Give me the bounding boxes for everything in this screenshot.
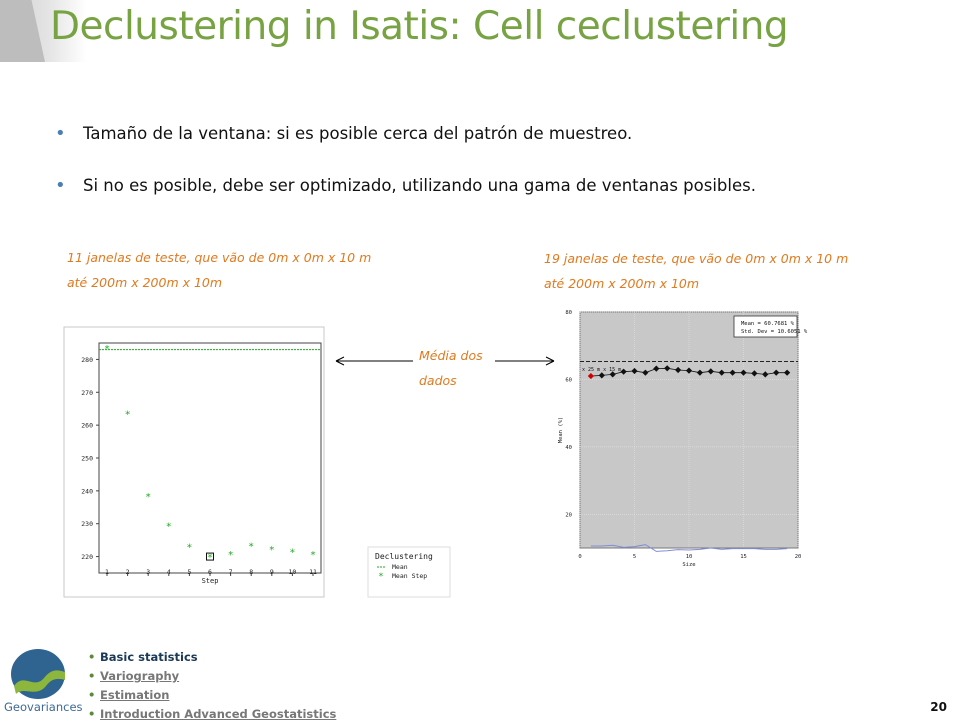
- footer-item-basic-statistics: Basic statistics: [88, 650, 336, 669]
- x-tick-label: 15: [740, 554, 747, 560]
- mean-step-point: *: [166, 521, 172, 532]
- mean-step-point: *: [125, 410, 131, 421]
- y-tick-label: 250: [81, 455, 93, 463]
- footer-item-estimation[interactable]: Estimation: [88, 688, 336, 707]
- x-tick-label: 3: [146, 568, 150, 576]
- media-label: Média dos dados: [419, 343, 483, 393]
- footer-item-variography[interactable]: Variography: [88, 669, 336, 688]
- x-tick-label: 5: [187, 568, 191, 576]
- right-chart-caption: 19 janelas de teste, que vão de 0m x 0m …: [544, 246, 848, 296]
- y-tick-label: 20: [565, 512, 572, 518]
- title-band: [0, 0, 960, 62]
- x-tick-label: 4: [167, 568, 171, 576]
- page-title: Declustering in Isatis: Cell ceclusterin…: [50, 4, 789, 49]
- x-tick-label: 10: [288, 568, 296, 576]
- legend-mean-step-label: Mean Step: [392, 572, 427, 580]
- mean-step-point: *: [248, 542, 254, 553]
- x-tick-label: 6: [208, 568, 212, 576]
- legend-title: Declustering: [375, 552, 433, 561]
- y-tick-label: 280: [81, 356, 93, 364]
- y-tick-label: 240: [81, 487, 93, 495]
- geovariances-logo-icon: [11, 649, 65, 699]
- x-axis-label: Size: [682, 562, 695, 568]
- x-tick-label: 9: [270, 568, 274, 576]
- left-chart-caption: 11 janelas de teste, que vão de 0m x 0m …: [67, 245, 371, 295]
- left-arrow-icon: [335, 356, 345, 366]
- bullet-list: Tamaño de la ventana: si es posible cerc…: [55, 123, 935, 228]
- mean-step-point: *: [310, 550, 316, 561]
- footer-link-label[interactable]: Introduction Advanced Geostatistics: [100, 707, 337, 721]
- x-tick-label: 7: [229, 568, 233, 576]
- bullet-item: Tamaño de la ventana: si es posible cerc…: [55, 123, 935, 144]
- footer-nav: Basic statistics Variography Estimation …: [88, 650, 336, 726]
- point-label: x 25 m x 15 m: [582, 367, 621, 373]
- selected-step-marker: [206, 552, 214, 561]
- mean-step-point: *: [145, 492, 151, 503]
- footer-link-label[interactable]: Variography: [100, 669, 180, 683]
- chart-card: [63, 326, 325, 598]
- x-axis-label: Step: [202, 577, 219, 585]
- x-tick-label: 20: [795, 554, 802, 560]
- y-tick-label: 40: [565, 445, 572, 451]
- x-tick-label: 8: [249, 568, 253, 576]
- mean-step-point: *: [104, 344, 110, 355]
- page-number: 20: [930, 700, 947, 714]
- x-tick-label: 2: [126, 568, 130, 576]
- stats-box: [733, 315, 798, 338]
- mean-step-point: *: [207, 553, 213, 564]
- mean-step-point: *: [269, 545, 275, 556]
- x-tick-label: 11: [309, 568, 317, 576]
- mean-step-point: *: [228, 550, 234, 561]
- media-label-line: dados: [419, 373, 457, 388]
- y-tick-label: 230: [81, 520, 93, 528]
- y-tick-label: 220: [81, 553, 93, 561]
- right-chart: 20 40 60 80 0 5 10 15 20 Size Mean (%) Mean = 6…: [558, 310, 808, 568]
- std-dev-line: [590, 544, 788, 552]
- footer-link-label[interactable]: Estimation: [100, 688, 170, 702]
- media-label-line: Média dos: [419, 348, 483, 363]
- x-tick-label: 0: [578, 554, 581, 560]
- y-axis-label: Mean (%): [558, 417, 564, 444]
- mean-step-point: *: [289, 548, 295, 559]
- caption-line: 11 janelas de teste, que vão de 0m x 0m …: [67, 250, 372, 265]
- mean-step-point: *: [186, 543, 192, 554]
- stats-mean: Mean = 60.7681 %: [741, 321, 795, 327]
- x-tick-label: 1: [105, 568, 109, 576]
- x-tick-label: 5: [633, 554, 636, 560]
- left-chart: 220 230 240 250 260 270 280 1 2 3 4 5 6 7 8 9 10 11 * * * *…: [63, 326, 451, 598]
- caption-line: 19 janelas de teste, que vão de 0m x 0m …: [544, 251, 849, 266]
- stats-std: Std. Dev = 10.6051 %: [741, 329, 808, 335]
- y-tick-label: 80: [565, 310, 572, 316]
- bullet-item: Si no es posible, debe ser optimizado, u…: [55, 175, 935, 196]
- arrows: [335, 356, 555, 366]
- right-arrow-icon: [545, 356, 555, 366]
- caption-line: até 200m x 200m x 10m: [544, 276, 700, 291]
- caption-line: até 200m x 200m x 10m: [67, 275, 223, 290]
- y-tick-label: 270: [81, 389, 93, 397]
- legend-mean-label: Mean: [392, 563, 408, 571]
- brand-name: Geovariances: [4, 700, 83, 714]
- footer-item-advanced-geostatistics[interactable]: Introduction Advanced Geostatistics: [88, 707, 336, 726]
- legend-star-icon: *: [378, 572, 383, 582]
- y-tick-label: 60: [565, 377, 572, 383]
- y-tick-label: 260: [81, 422, 93, 430]
- legend-box: [367, 546, 451, 598]
- x-tick-label: 10: [686, 554, 693, 560]
